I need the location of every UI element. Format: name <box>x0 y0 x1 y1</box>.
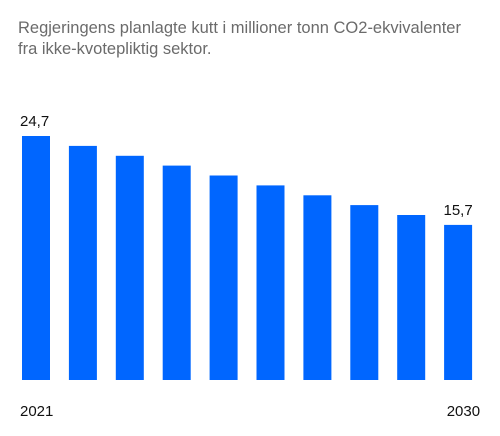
chart-title: Regjeringens planlagte kutt i millioner … <box>18 19 461 58</box>
bar-2029 <box>397 215 426 380</box>
x-tick-label-2021: 2021 <box>20 403 53 420</box>
data-label-2021: 24,7 <box>20 113 49 130</box>
bar-2024 <box>162 165 191 380</box>
bar-2025 <box>209 175 238 380</box>
bar-2022 <box>68 145 97 380</box>
bar-2026 <box>256 185 285 380</box>
bar-2021 <box>22 136 50 380</box>
bar-2027 <box>303 195 332 380</box>
x-tick-label-2030: 2030 <box>447 403 480 420</box>
bar-2023 <box>115 155 144 380</box>
data-label-2030: 15,7 <box>443 202 472 219</box>
bar-2028 <box>350 205 379 380</box>
bar-2030 <box>444 224 473 380</box>
